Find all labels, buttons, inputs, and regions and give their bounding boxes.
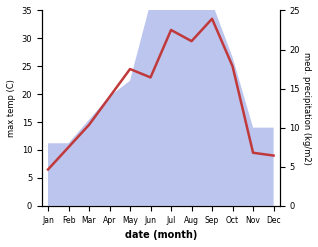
Y-axis label: max temp (C): max temp (C) (7, 79, 16, 137)
X-axis label: date (month): date (month) (125, 230, 197, 240)
Y-axis label: med. precipitation (kg/m2): med. precipitation (kg/m2) (302, 52, 311, 165)
